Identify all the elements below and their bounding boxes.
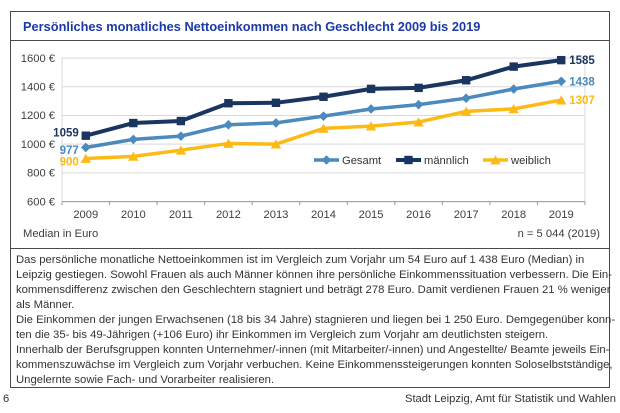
data-point-weiblich [460,106,472,116]
page-number: 6 [3,393,10,405]
x-axis-label: 2011 [169,209,193,221]
legend-label: Gesamt [342,155,382,167]
sample-size-note: n = 5 044 (2019) [517,228,600,240]
data-point-männlich [557,55,566,65]
x-axis-label: 2016 [406,209,431,221]
y-axis-label: 1400 € [21,82,56,94]
series-start-label: 1059 [53,128,79,140]
x-axis-label: 2017 [454,209,479,221]
body-text-line: Innerhalb der Berufsgruppen konnten Unte… [16,344,610,356]
x-axis-label: 2009 [73,209,98,221]
legend-marker [321,155,332,165]
series-end-label: 1438 [569,76,595,88]
body-text-line: kommensdifferenz zwischen den Geschlecht… [16,284,611,296]
data-point-männlich [414,83,423,93]
series-end-label: 1307 [569,95,595,107]
data-point-weiblich [508,104,519,114]
x-axis-label: 2015 [359,209,384,221]
data-point-weiblich [318,123,329,133]
data-point-Gesamt [556,76,567,87]
data-point-Gesamt [413,99,424,110]
data-point-weiblich [223,138,234,148]
data-point-männlich [224,99,233,108]
x-axis-label: 2013 [264,209,289,221]
chart-canvas: 1600 € 1400 € 1200 € 1000 € 800 € 600 € 2009 20… [21,53,596,221]
body-text-line: als Männer. [16,299,75,311]
page-title: Persönliches monatliches Nettoeinkommen … [11,12,609,41]
data-point-männlich [176,116,186,126]
data-point-männlich [271,98,281,108]
legend-label: weiblich [510,155,551,167]
income-chart: 1600 € 1400 € 1200 € 1000 € 800 € 600 € 2009 20… [11,41,609,249]
body-text: Das persönliche monatliche Nettoeinkomme… [11,249,616,388]
body-text-line: Ungelernte sowie Fach- und Vorarbeiter r… [16,374,275,386]
y-axis-label: 1200 € [21,110,56,122]
data-point-männlich [461,76,471,85]
y-axis-label: 1600 € [21,53,56,65]
legend-marker [404,155,413,165]
data-point-weiblich [80,153,91,163]
x-axis-label: 2019 [549,209,574,221]
x-axis-label: 2014 [311,209,336,221]
legend-label: männlich [424,155,469,167]
body-text-line: kommenszuwächse im Vergleich zum Vorjahr… [16,359,613,371]
series-start-label: 977 [60,145,79,157]
y-axis-label: 600 € [27,196,56,208]
report-card: Persönliches monatliches Nettoeinkommen … [10,11,616,388]
series-end-label: 1585 [569,55,595,67]
data-point-männlich [319,92,328,101]
data-point-weiblich [556,95,567,105]
data-point-männlich [81,131,90,140]
body-text-line: Die Einkommen der jungen Erwachsenen (18… [16,314,616,326]
x-axis-label: 2012 [216,209,241,221]
data-point-weiblich [175,145,187,155]
body-text-line: Leipzig gestiegen. Sowohl Frauen als auc… [16,269,612,281]
data-point-männlich [366,84,376,94]
data-point-Gesamt [128,134,139,145]
data-point-Gesamt [223,119,234,130]
data-point-weiblich [128,151,139,161]
body-text-line: Das persönliche monatliche Nettoeinkomme… [16,254,585,266]
data-point-Gesamt [318,111,329,121]
series-start-label: 900 [60,157,79,169]
body-text-line: ten die 35- bis 49-Jährigen (+106 Euro) … [16,329,549,341]
legend-marker [490,155,501,165]
x-axis-label: 2018 [501,209,526,221]
median-note: Median in Euro [23,228,99,240]
x-axis-label: 2010 [121,209,146,221]
data-point-Gesamt [366,104,376,114]
data-point-Gesamt [80,142,91,153]
data-point-Gesamt [271,118,281,128]
data-point-Gesamt [508,84,519,94]
data-point-männlich [509,62,518,71]
data-point-männlich [129,118,138,128]
data-point-weiblich [365,121,377,131]
data-point-weiblich [270,139,282,149]
y-axis-label: 800 € [27,168,56,180]
source-attribution: Stadt Leipzig, Amt für Statistik und Wah… [404,393,616,405]
y-axis-label: 1000 € [21,139,56,151]
data-point-weiblich [413,117,424,127]
